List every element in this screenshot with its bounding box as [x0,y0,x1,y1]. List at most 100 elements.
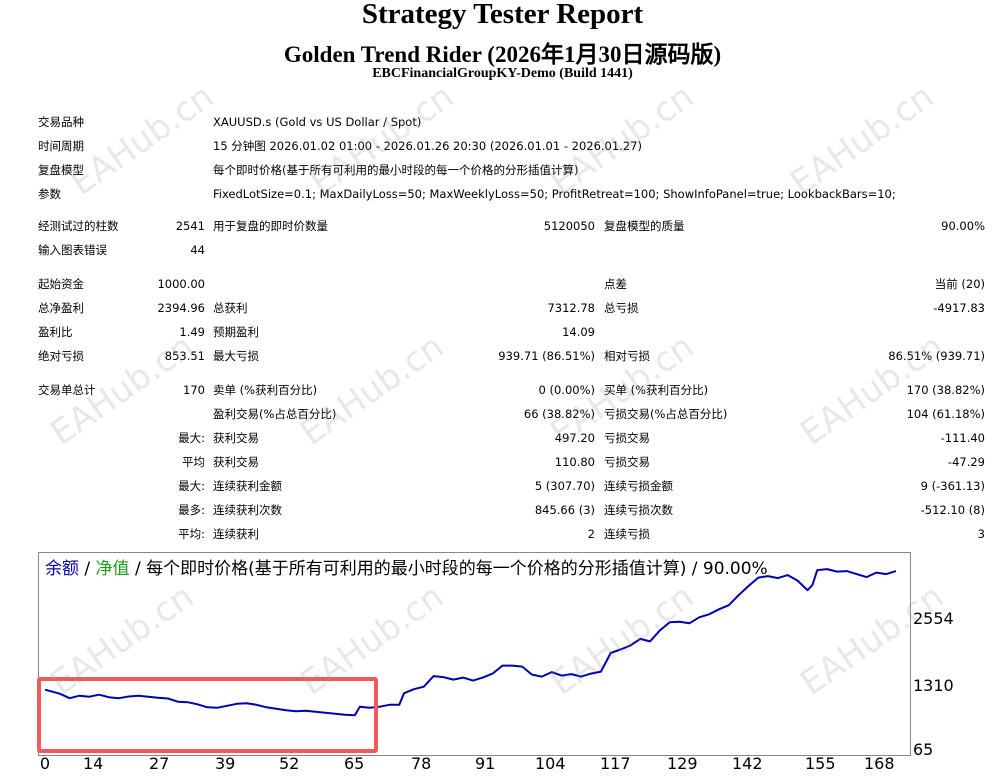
maximal-label: 最多: [178,503,205,517]
params-label: 参数 [38,187,61,201]
profit-trades-value: 66 (38.82%) [523,407,595,421]
symbol-label: 交易品种 [38,115,84,129]
largest-loss-label: 亏损交易 [604,431,650,445]
y-tick-label: 1310 [913,676,954,695]
bars-value: 2541 [175,219,205,233]
relative-drawdown-value: 86.51% (939.71) [888,349,985,363]
period-label: 时间周期 [38,139,84,153]
period-value: 15 分钟图 2026.01.02 01:00 - 2026.01.26 20:… [213,139,642,153]
max-consecutive-profit-label: 连续获利次数 [213,503,282,517]
ticks-value: 5120050 [543,219,595,233]
total-trades-label: 交易单总计 [38,383,96,397]
x-tick-label: 129 [667,754,698,773]
x-tick-label: 168 [864,754,895,773]
chart-caption: 余额 / 净值 / 每个即时价格(基于所有可利用的最小时段的每一个价格的分形插值… [45,554,768,579]
max-consecutive-losses-value: 9 (-361.13) [920,479,985,493]
gross-loss-value: -4917.83 [933,301,985,315]
max-consecutive-losses-label: 连续亏损金额 [604,479,673,493]
x-tick-label: 91 [475,754,496,773]
x-tick-label: 65 [344,754,365,773]
max-consecutive-profit-value: 845.66 (3) [534,503,595,517]
long-positions-label: 买单 (%获利百分比) [604,383,709,397]
watermark: EAHub.cn [783,76,942,204]
x-tick-label: 117 [600,754,631,773]
max-consecutive-loss-label: 连续亏损次数 [604,503,673,517]
errors-label: 输入图表错误 [38,243,107,257]
deposit-value: 1000.00 [157,277,205,291]
x-tick-label: 52 [279,754,300,773]
largest-label: 最大: [178,431,205,445]
y-tick-label: 65 [913,740,934,759]
highlight-box [37,677,378,753]
avg-consecutive-wins-value: 2 [587,527,595,541]
model-value: 每个即时价格(基于所有可利用的最小时段的每一个价格的分形插值计算) [213,163,579,177]
legend-separator: / [79,559,96,579]
x-tick-label: 142 [732,754,763,773]
x-tick-label: 0 [39,754,51,773]
avg-consecutive-losses-value: 3 [977,527,985,541]
average-loss-label: 亏损交易 [604,455,650,469]
expected-payoff-value: 14.09 [562,325,595,339]
profit-factor-value: 1.49 [179,325,205,339]
max-drawdown-value: 939.71 (86.51%) [498,349,595,363]
x-tick-label: 39 [215,754,236,773]
legend-model-text: / 每个即时价格(基于所有可利用的最小时段的每一个价格的分形插值计算) / 90… [129,559,768,579]
x-tick-label: 27 [149,754,170,773]
max-consecutive-wins-label: 连续获利金额 [213,479,282,493]
expert-name: Golden Trend Rider (2026年1月30日源码版) [283,42,722,67]
x-tick-label: 14 [83,754,104,773]
watermark: EAHub.cn [63,76,222,204]
x-tick-label: 104 [535,754,566,773]
gross-profit-value: 7312.78 [547,301,595,315]
short-positions-label: 卖单 (%获利百分比) [213,383,318,397]
quality-value: 90.00% [941,219,985,233]
quality-label: 复盘模型的质量 [604,219,685,233]
max-consecutive-wins-value: 5 (307.70) [534,479,595,493]
profit-factor-label: 盈利比 [38,325,73,339]
balance-legend: 余额 [45,559,79,579]
long-positions-value: 170 (38.82%) [906,383,985,397]
gross-loss-label: 总亏损 [604,301,639,315]
balance-chart [38,552,911,756]
equity-legend: 净值 [95,559,130,579]
relative-drawdown-label: 相对亏损 [604,349,650,363]
params-value: FixedLotSize=0.1; MaxDailyLoss=50; MaxWe… [213,187,896,201]
x-tick-label: 78 [411,754,432,773]
errors-value: 44 [190,243,205,257]
y-tick-label: 2554 [913,609,954,628]
expected-payoff-label: 预期盈利 [213,325,259,339]
max-consecutive-loss-value: -512.10 (8) [920,503,985,517]
deposit-label: 起始资金 [38,277,84,291]
avg-consecutive-losses-label: 连续亏损 [604,527,650,541]
largest-loss-value: -111.40 [940,431,985,445]
balance-chart-svg [44,568,897,717]
report-title: Strategy Tester Report [361,0,644,30]
balance-line [44,568,897,717]
loss-trades-value: 104 (61.18%) [906,407,985,421]
loss-trades-label: 亏损交易(%占总百分比) [604,407,728,421]
gross-profit-label: 总获利 [213,301,248,315]
largest-profit-label: 获利交易 [213,431,259,445]
total-trades-value: 170 [183,383,205,397]
net-profit-value: 2394.96 [157,301,205,315]
spread-label: 点差 [604,277,627,291]
short-positions-value: 0 (0.00%) [538,383,595,397]
absolute-drawdown-label: 绝对亏损 [38,349,84,363]
server-build: EBCFinancialGroupKY-Demo (Build 1441) [372,66,633,81]
profit-trades-label: 盈利交易(%占总百分比) [213,407,337,421]
symbol-value: XAUUSD.s (Gold vs US Dollar / Spot) [213,115,422,129]
maximum-label: 最大: [178,479,205,493]
model-label: 复盘模型 [38,163,84,177]
average-label: 平均 [182,455,205,469]
average-profit-value: 110.80 [554,455,595,469]
average-profit-label: 获利交易 [213,455,259,469]
spread-value: 当前 (20) [934,277,985,291]
ticks-label: 用于复盘的即时价数量 [213,219,328,233]
average2-label: 平均: [178,527,205,541]
largest-profit-value: 497.20 [554,431,595,445]
bars-label: 经测试过的柱数 [38,219,119,233]
absolute-drawdown-value: 853.51 [164,349,205,363]
average-loss-value: -47.29 [947,455,985,469]
x-tick-label: 155 [805,754,836,773]
net-profit-label: 总净盈利 [38,301,84,315]
